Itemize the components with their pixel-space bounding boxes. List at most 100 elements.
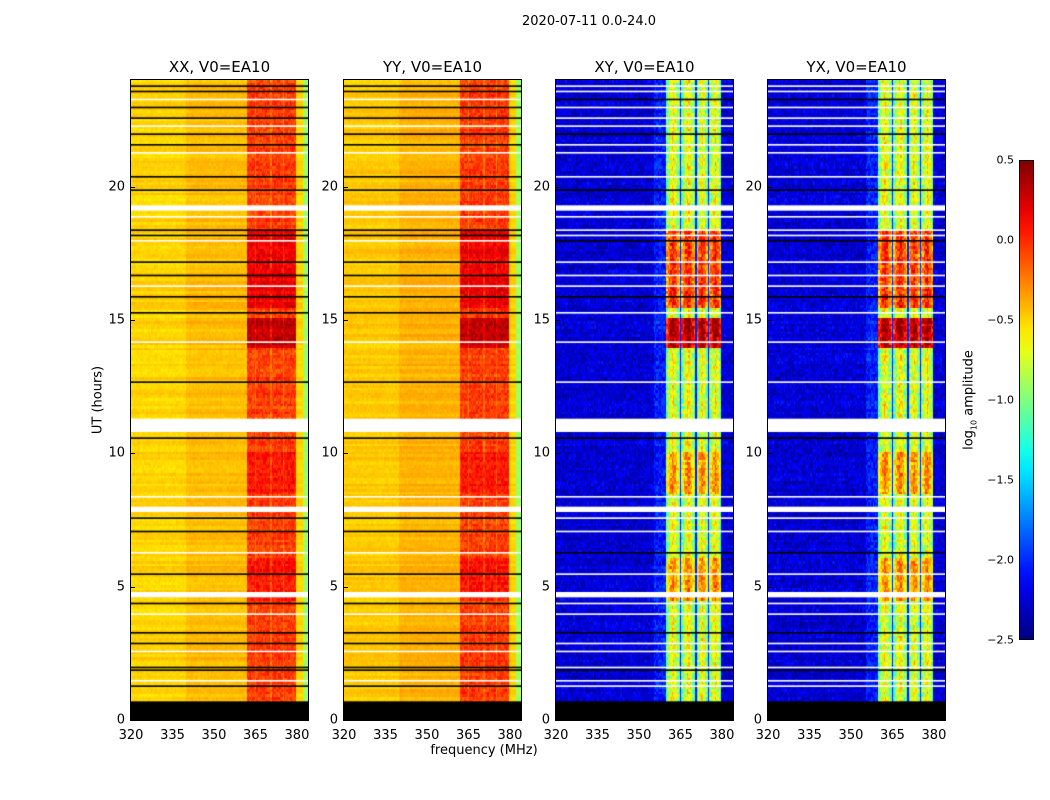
x-tick-label: 365 <box>456 728 481 743</box>
x-tick-mark <box>131 715 132 719</box>
y-tick-mark <box>344 586 348 588</box>
colorbar-label-main: log <box>961 430 977 450</box>
x-tick-label: 365 <box>668 728 693 743</box>
y-tick-mark <box>131 186 135 188</box>
y-tick-label: 0 <box>329 712 338 728</box>
y-tick-mark <box>344 720 348 721</box>
y-tick-label: 10 <box>745 445 762 461</box>
colorbar-tick-label: −2.5 <box>987 633 1014 647</box>
x-tick-mark <box>768 715 769 719</box>
y-tick-label: 20 <box>321 179 338 195</box>
y-tick-mark <box>768 186 772 188</box>
x-tick-label: 335 <box>585 728 610 743</box>
x-tick-label: 335 <box>373 728 398 743</box>
y-tick-label: 15 <box>108 312 125 328</box>
y-tick-mark <box>768 320 772 321</box>
x-tick-label: 350 <box>838 728 864 743</box>
figure-title: 2020-07-11 0.0-24.0 <box>522 14 656 29</box>
y-tick-label: 20 <box>108 179 125 195</box>
x-tick-label: 380 <box>497 728 523 743</box>
x-tick-mark <box>385 715 387 719</box>
x-tick-mark <box>638 715 640 719</box>
y-tick-label: 5 <box>329 579 338 595</box>
x-tick-label: 350 <box>414 728 440 743</box>
y-tick-mark <box>768 586 772 588</box>
x-tick-label: 335 <box>797 728 822 743</box>
x-tick-mark <box>344 715 345 719</box>
x-tick-mark <box>213 715 215 719</box>
panel-title: YY, V0=EA10 <box>382 58 483 76</box>
x-tick-label: 335 <box>160 728 185 743</box>
colorbar-label: log10 amplitude <box>962 350 979 450</box>
panel-xy: XY, V0=EA10 320 335 350 365 380 0 5 10 15 20 <box>533 58 734 743</box>
x-tick-label: 320 <box>118 728 144 743</box>
x-axis-label: frequency (MHz) <box>430 743 538 758</box>
x-tick-label: 380 <box>709 728 735 743</box>
x-tick-mark <box>809 715 811 719</box>
x-tick-mark <box>721 715 723 719</box>
x-tick-mark <box>597 715 599 719</box>
x-tick-label: 320 <box>543 728 569 743</box>
y-tick-mark <box>768 453 772 455</box>
colorbar-tick-label: −1.0 <box>987 393 1014 407</box>
colorbar-label-rest: amplitude <box>961 350 977 420</box>
y-tick-mark <box>344 320 348 321</box>
panel-yy: YY, V0=EA10 320 335 350 365 380 0 5 10 15 20 <box>321 58 522 743</box>
y-tick-label: 15 <box>321 312 338 328</box>
colorbar-tick-label: −0.5 <box>987 313 1014 327</box>
y-tick-label: 10 <box>533 445 550 461</box>
colorbar <box>1019 160 1034 640</box>
x-tick-label: 320 <box>755 728 781 743</box>
x-tick-mark <box>850 715 852 719</box>
y-tick-label: 5 <box>541 579 550 595</box>
y-tick-mark <box>131 586 135 588</box>
x-tick-mark <box>509 715 511 719</box>
y-tick-mark <box>344 453 348 455</box>
y-tick-label: 15 <box>533 312 550 328</box>
y-tick-mark <box>556 453 560 455</box>
x-tick-mark <box>933 715 935 719</box>
y-tick-mark <box>131 320 135 321</box>
x-tick-label: 380 <box>284 728 310 743</box>
y-tick-mark <box>344 186 348 188</box>
y-tick-label: 0 <box>541 712 550 728</box>
y-tick-label: 0 <box>116 712 125 728</box>
colorbar-label-sub: 10 <box>969 419 979 431</box>
heatmap-image <box>131 80 308 720</box>
y-tick-mark <box>556 320 560 321</box>
x-tick-label: 350 <box>626 728 652 743</box>
y-tick-mark <box>131 453 135 455</box>
x-tick-label: 380 <box>921 728 947 743</box>
panel-xx: XX, V0=EA10 320 335 350 365 380 0 5 10 15 20 <box>108 58 309 743</box>
colorbar-tick-label: −2.0 <box>987 553 1014 567</box>
x-tick-mark <box>556 715 557 719</box>
y-tick-mark <box>131 720 135 721</box>
x-tick-mark <box>172 715 174 719</box>
x-tick-mark <box>468 715 470 719</box>
y-tick-mark <box>556 186 560 188</box>
y-tick-label: 15 <box>745 312 762 328</box>
y-tick-label: 10 <box>321 445 338 461</box>
x-tick-mark <box>680 715 682 719</box>
panel-title: XX, V0=EA10 <box>168 58 271 76</box>
heatmap-image <box>556 80 733 720</box>
y-tick-label: 5 <box>753 579 762 595</box>
colorbar-tick-label: 0.0 <box>996 233 1015 247</box>
y-axis-label: UT (hours) <box>90 365 106 435</box>
panel-yx: YX, V0=EA10 320 335 350 365 380 0 5 10 15 20 <box>745 58 946 743</box>
x-tick-mark <box>255 715 257 719</box>
heatmap-image <box>344 80 521 720</box>
y-tick-mark <box>556 720 560 721</box>
x-tick-mark <box>892 715 894 719</box>
x-tick-label: 365 <box>243 728 268 743</box>
x-tick-mark <box>296 715 298 719</box>
y-tick-label: 20 <box>533 179 550 195</box>
y-tick-label: 5 <box>116 579 125 595</box>
colorbar-tick-label: −1.5 <box>987 473 1014 487</box>
panel-title: YX, V0=EA10 <box>806 58 907 76</box>
x-tick-label: 365 <box>880 728 905 743</box>
y-tick-label: 10 <box>108 445 125 461</box>
y-tick-mark <box>556 586 560 588</box>
x-tick-label: 320 <box>331 728 357 743</box>
